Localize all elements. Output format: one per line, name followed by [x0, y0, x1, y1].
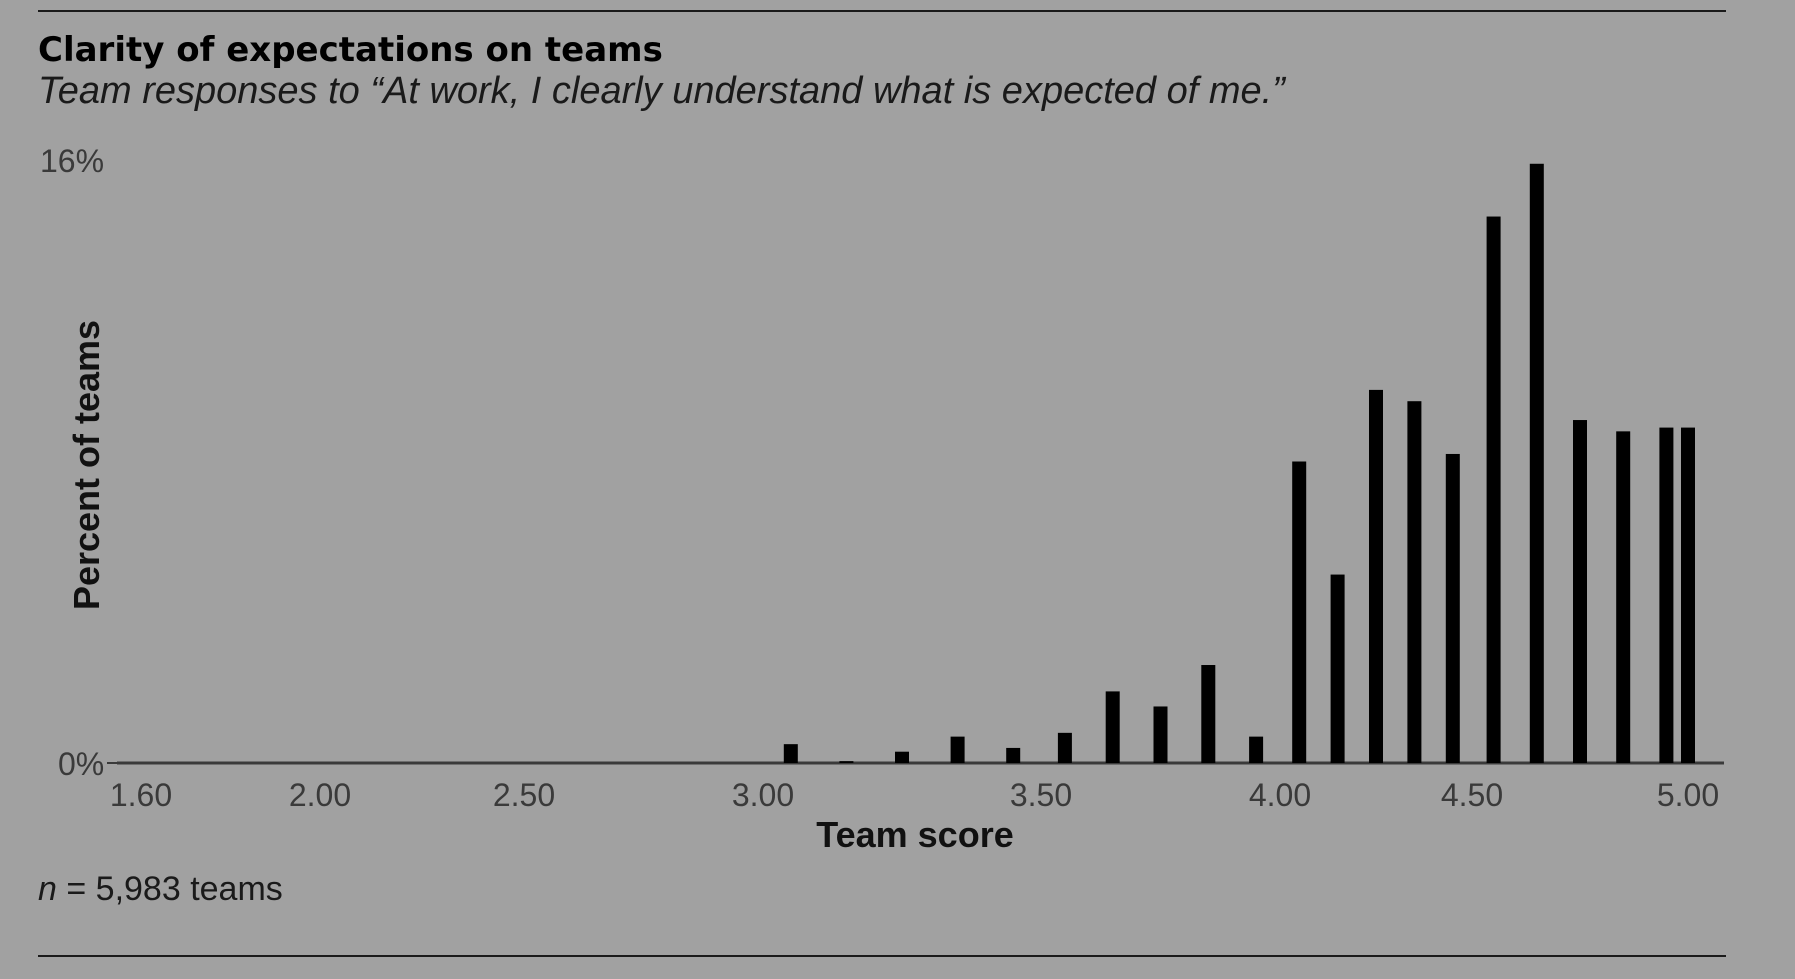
- bar: [1153, 706, 1168, 763]
- bar: [1529, 163, 1544, 764]
- bar: [1201, 665, 1216, 763]
- chart-title: Clarity of expectations on teams: [38, 30, 663, 70]
- chart-labels: 16% 0%1.60 2.00 2.50 3.00 3.50 4.00 4.50 5.00 Tea…: [40, 143, 1719, 855]
- top-rule: [38, 10, 1726, 12]
- bottom-rule: [38, 955, 1726, 957]
- bar: [1105, 691, 1120, 763]
- y-axis-label: Percent of teams: [66, 320, 107, 610]
- bar: [1330, 574, 1345, 763]
- bar: [1006, 747, 1021, 763]
- x-tick-label: 5.00: [1657, 777, 1719, 813]
- bar: [1369, 389, 1383, 763]
- bar: [1573, 420, 1587, 763]
- x-tick-label: 2.50: [493, 777, 555, 813]
- bar: [1486, 216, 1501, 763]
- bar: [1249, 736, 1264, 763]
- bar: [783, 744, 798, 763]
- x-tick-label: 4.50: [1441, 777, 1503, 813]
- bar: [1407, 401, 1422, 763]
- bar: [1292, 461, 1307, 763]
- x-tick-label: 4.00: [1249, 777, 1311, 813]
- bar: [1681, 427, 1695, 763]
- x-tick-label: 3.50: [1010, 777, 1072, 813]
- x-tick-label: 3.00: [732, 777, 794, 813]
- bar: [950, 736, 965, 763]
- chart-subtitle: Team responses to “At work, I clearly un…: [38, 70, 1285, 112]
- y-tick-label: 16%: [40, 143, 104, 179]
- x-axis-label: Team score: [816, 814, 1013, 855]
- sample-size-note: n = 5,983 teams: [38, 870, 283, 909]
- bar: [839, 761, 854, 763]
- sample-size-n: n: [38, 870, 57, 908]
- bar: [1057, 732, 1072, 763]
- bar: [895, 751, 909, 763]
- sample-size-text: = 5,983 teams: [56, 870, 283, 908]
- chart-bars: [783, 163, 1695, 764]
- bar: [1659, 427, 1674, 763]
- y-tick-label: 0%: [58, 746, 104, 782]
- bar: [1445, 453, 1460, 763]
- x-tick-label: 1.60: [110, 777, 172, 813]
- bar: [1616, 431, 1631, 763]
- x-tick-label: 2.00: [289, 777, 351, 813]
